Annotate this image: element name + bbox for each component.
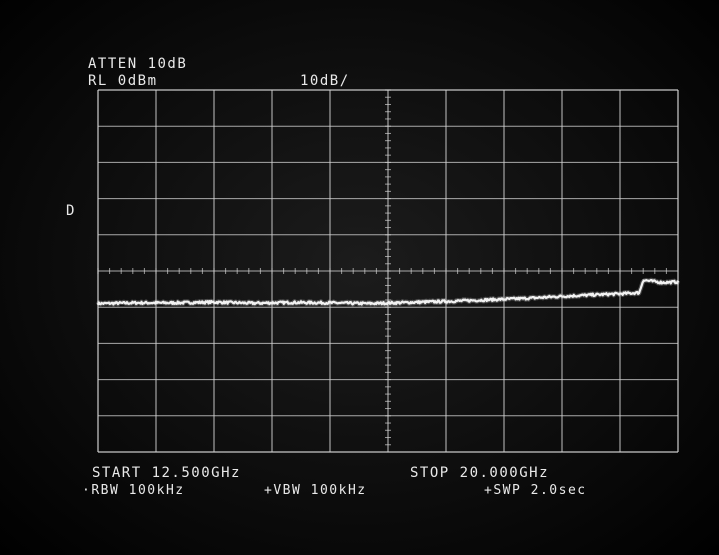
trace-point bbox=[642, 279, 644, 281]
trace-point bbox=[661, 281, 664, 284]
trace-point bbox=[213, 301, 215, 303]
trace-point bbox=[367, 302, 370, 305]
trace-point bbox=[599, 293, 602, 296]
trace-point bbox=[638, 291, 641, 294]
rbw-label: ·RBW 100kHz bbox=[82, 483, 185, 498]
atten-label: ATTEN 10dB bbox=[88, 56, 188, 72]
trace-point bbox=[406, 301, 409, 304]
start-frequency-label: START 12.500GHz bbox=[92, 465, 241, 481]
trace-point bbox=[251, 302, 254, 305]
stop-frequency-label: STOP 20.000GHz bbox=[410, 465, 550, 481]
trace-point bbox=[522, 297, 525, 300]
trace-point bbox=[483, 299, 486, 301]
trace-point bbox=[677, 281, 679, 283]
marker-label: D bbox=[66, 203, 76, 219]
scale-label: 10dB/ bbox=[300, 73, 350, 89]
trace-point bbox=[561, 295, 563, 298]
trace-point bbox=[290, 301, 293, 304]
spectrum-trace bbox=[96, 278, 680, 306]
trace-point bbox=[445, 300, 447, 303]
trace-point bbox=[174, 302, 177, 304]
trace-point bbox=[619, 293, 621, 295]
vbw-label: +VBW 100kHz bbox=[264, 483, 367, 498]
trace-point bbox=[97, 302, 99, 305]
sweep-time-label: +SWP 2.0sec bbox=[484, 483, 587, 498]
ref-level-label: RL 0dBm bbox=[88, 73, 158, 89]
trace-point bbox=[329, 302, 331, 304]
trace-point bbox=[135, 302, 138, 304]
